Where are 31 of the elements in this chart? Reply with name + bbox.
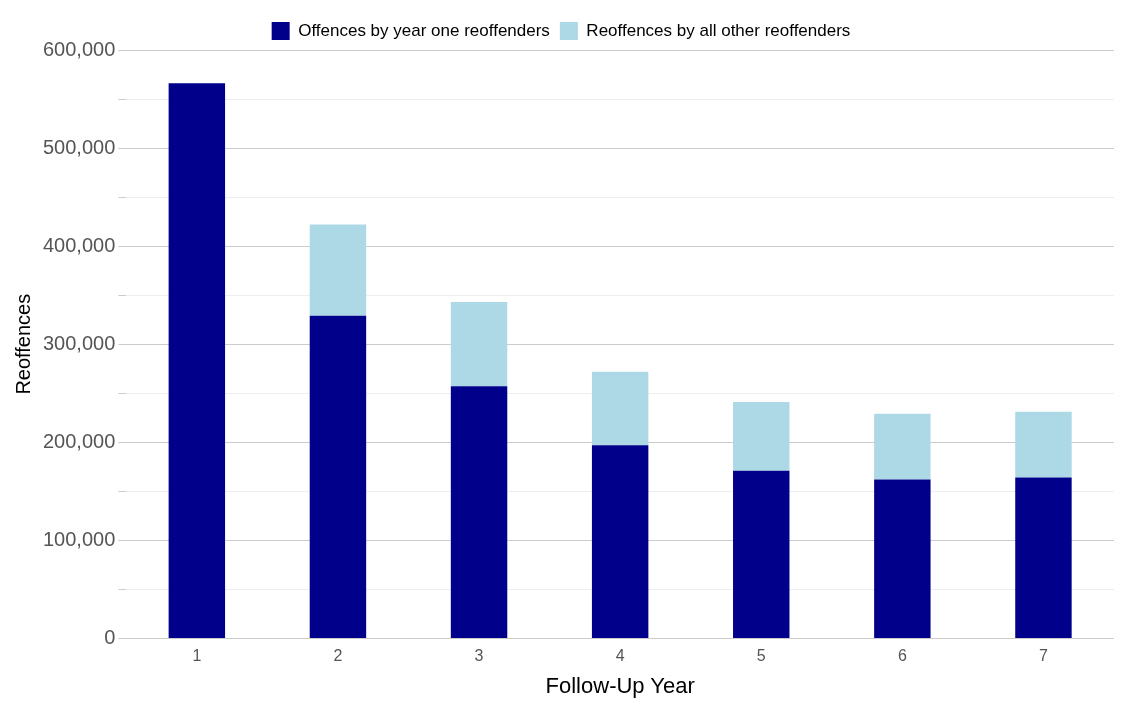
y-tick-label: 0	[104, 625, 116, 648]
x-tick-label: 2	[333, 647, 343, 665]
bar	[874, 479, 931, 638]
x-tick-label: 3	[474, 647, 484, 665]
x-tick-label: 4	[615, 647, 625, 665]
legend-label: Reoffences by all other reoffenders	[586, 20, 851, 40]
bar	[591, 371, 649, 446]
y-axis-title: Reoffences	[11, 293, 34, 395]
x-tick-label: 6	[897, 647, 907, 665]
bar	[874, 413, 931, 480]
bar	[168, 83, 226, 638]
bar	[733, 470, 790, 638]
y-tick-label: 100,000	[43, 527, 116, 550]
bar	[1015, 411, 1072, 478]
bar	[591, 445, 649, 638]
y-tick-label: 500,000	[43, 135, 116, 158]
y-tick-label: 600,000	[43, 37, 116, 60]
bar	[309, 315, 367, 638]
x-axis-title: Follow-Up Year	[545, 672, 695, 698]
y-tick-label: 300,000	[43, 331, 116, 354]
bar	[733, 402, 790, 471]
x-tick-label: 1	[192, 647, 202, 665]
bar	[450, 386, 508, 638]
x-tick-label: 7	[1039, 647, 1048, 665]
x-tick-label: 5	[756, 647, 766, 665]
bar	[309, 224, 367, 316]
bar	[450, 302, 508, 387]
legend-label: Offences by year one reoffenders	[298, 20, 550, 40]
y-tick-label: 200,000	[43, 429, 116, 452]
bar	[1015, 477, 1072, 638]
y-tick-label: 400,000	[43, 233, 116, 256]
